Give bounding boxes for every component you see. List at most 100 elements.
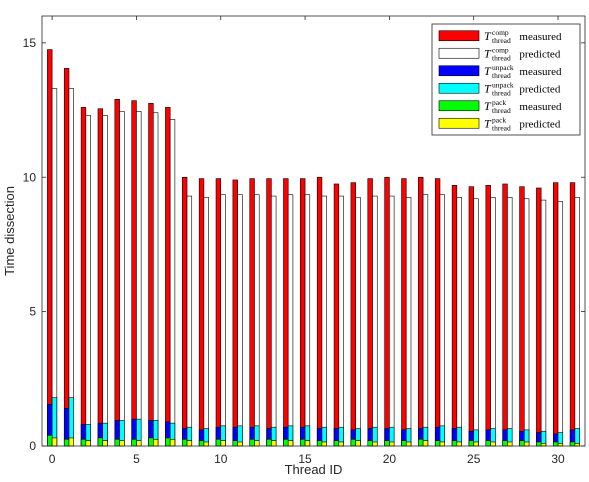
bar-comp-predicted-26 <box>490 197 496 447</box>
bar-pack-measured-1 <box>63 438 70 447</box>
legend-symbol: T <box>484 116 492 130</box>
legend-superscript: comp <box>492 45 509 54</box>
bar-pack-predicted-6 <box>153 438 159 447</box>
bar-comp-measured-12 <box>249 178 255 447</box>
bar-pack-measured-11 <box>232 440 238 447</box>
bar-pack-measured-3 <box>97 437 104 447</box>
bar-pack-measured-5 <box>131 438 137 447</box>
bar-pack-predicted-19 <box>372 441 378 447</box>
bar-pack-predicted-30 <box>557 443 564 447</box>
bar-pack-measured-21 <box>401 440 407 447</box>
bar-comp-measured-9 <box>198 178 205 447</box>
x-tick-label: 25 <box>467 452 481 466</box>
bar-pack-predicted-10 <box>220 440 226 447</box>
bar-pack-measured-6 <box>148 437 154 447</box>
bar-pack-measured-26 <box>485 440 491 447</box>
bar-comp-predicted-12 <box>254 194 260 447</box>
legend-label: predicted <box>519 48 560 60</box>
bar-comp-predicted-22 <box>422 194 429 447</box>
bar-comp-predicted-31 <box>574 197 580 447</box>
bar-pack-predicted-0 <box>51 437 58 447</box>
bar-pack-measured-12 <box>249 438 255 447</box>
bar-pack-predicted-18 <box>355 440 361 447</box>
bar-pack-predicted-7 <box>169 438 176 447</box>
bar-pack-measured-9 <box>198 440 205 447</box>
bar-comp-predicted-21 <box>405 197 412 447</box>
x-tick-label: 15 <box>298 452 312 466</box>
bar-pack-predicted-11 <box>237 441 243 447</box>
bar-comp-measured-13 <box>266 178 272 447</box>
legend-subscript: thread <box>492 123 511 132</box>
bar-comp-measured-3 <box>97 108 104 447</box>
legend-swatch <box>438 82 480 94</box>
bar-pack-measured-14 <box>283 438 289 447</box>
bar-comp-measured-20 <box>384 176 390 447</box>
bar-comp-measured-0 <box>47 49 53 447</box>
bar-pack-predicted-12 <box>254 440 260 447</box>
legend-subscript: thread <box>492 106 511 115</box>
bar-comp-measured-29 <box>536 187 542 447</box>
legend-symbol: T <box>484 81 492 95</box>
bar-comp-predicted-0 <box>51 88 58 447</box>
x-tick-label: 30 <box>551 452 565 466</box>
bar-comp-measured-25 <box>468 186 475 447</box>
legend-swatch <box>438 65 480 77</box>
bar-comp-predicted-5 <box>136 111 142 447</box>
bar-comp-measured-21 <box>401 178 407 447</box>
bar-comp-measured-31 <box>569 182 576 447</box>
bar-pack-predicted-15 <box>304 440 311 447</box>
bar-pack-measured-13 <box>266 438 272 447</box>
bar-pack-predicted-9 <box>203 441 209 447</box>
legend-label: measured <box>519 66 562 78</box>
x-tick-label: 10 <box>214 452 228 466</box>
bar-pack-predicted-3 <box>102 440 108 447</box>
x-tick-label: 20 <box>383 452 397 466</box>
bar-comp-predicted-18 <box>355 197 361 447</box>
bar-comp-predicted-8 <box>186 195 193 447</box>
bar-comp-predicted-30 <box>557 201 564 447</box>
bar-comp-predicted-15 <box>304 194 311 447</box>
bar-comp-measured-5 <box>131 100 137 447</box>
legend-label: measured <box>519 31 562 43</box>
bar-comp-predicted-25 <box>473 198 479 447</box>
bar-pack-measured-16 <box>316 440 323 447</box>
bar-pack-predicted-17 <box>338 441 344 447</box>
bar-pack-measured-19 <box>367 440 373 447</box>
bar-pack-predicted-26 <box>490 441 496 447</box>
legend-symbol: T <box>484 99 492 113</box>
bar-comp-measured-18 <box>350 182 356 447</box>
bar-comp-predicted-24 <box>456 197 462 447</box>
legend-subscript: thread <box>492 36 511 45</box>
legend-subscript: thread <box>492 71 511 80</box>
legend-swatch <box>438 100 480 112</box>
bar-comp-predicted-14 <box>287 194 294 447</box>
bar-comp-measured-14 <box>283 178 289 447</box>
bar-pack-measured-15 <box>300 438 306 447</box>
bar-comp-measured-2 <box>80 107 87 447</box>
legend-symbol: T <box>484 64 492 78</box>
bar-pack-measured-4 <box>114 438 120 447</box>
bar-comp-measured-6 <box>148 103 154 447</box>
legend-subscript: thread <box>492 88 511 97</box>
bar-comp-measured-1 <box>63 68 70 447</box>
bar-comp-predicted-17 <box>338 195 344 447</box>
bar-pack-predicted-16 <box>321 441 327 447</box>
bar-pack-predicted-29 <box>540 443 547 447</box>
bar-comp-predicted-19 <box>372 195 378 447</box>
bar-comp-predicted-13 <box>271 195 277 447</box>
bar-comp-measured-8 <box>182 176 188 447</box>
legend-symbol: T <box>484 29 492 43</box>
bar-comp-measured-28 <box>519 186 525 447</box>
bar-pack-predicted-21 <box>405 441 412 447</box>
bar-pack-measured-24 <box>451 440 458 447</box>
bar-pack-predicted-25 <box>473 441 479 447</box>
bar-pack-measured-10 <box>215 438 222 447</box>
bar-pack-measured-28 <box>519 440 525 447</box>
bar-pack-measured-8 <box>182 438 188 447</box>
bar-pack-predicted-23 <box>439 441 446 447</box>
legend-superscript: pack <box>492 115 506 124</box>
bar-pack-measured-31 <box>569 441 576 447</box>
legend-swatch <box>438 117 480 129</box>
